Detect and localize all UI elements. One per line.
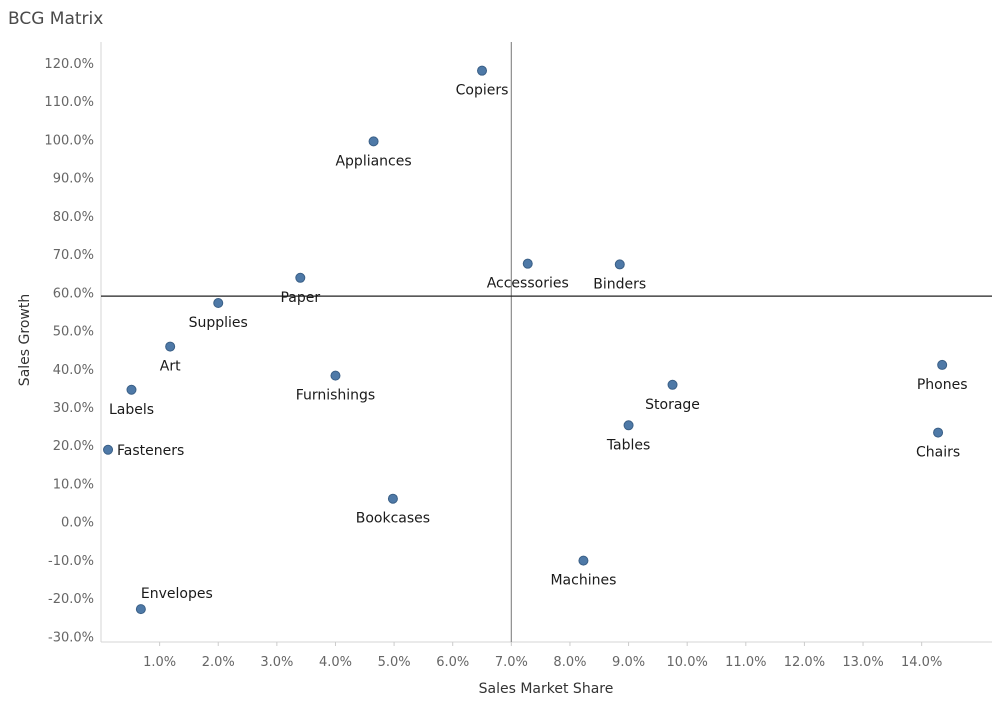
y-tick-label: -30.0%: [48, 630, 94, 645]
y-tick-label: -20.0%: [48, 592, 94, 607]
point-label: Furnishings: [296, 388, 376, 404]
point-label: Copiers: [456, 83, 509, 99]
axes: [100, 42, 992, 643]
y-tick-label: -10.0%: [48, 554, 94, 569]
x-tick-label: 5.0%: [378, 655, 411, 670]
y-tick-label: 30.0%: [53, 401, 94, 416]
y-tick-label: 90.0%: [53, 172, 94, 187]
point-label: Envelopes: [141, 586, 213, 602]
data-point[interactable]: [126, 384, 137, 395]
y-tick-label: 80.0%: [53, 210, 94, 225]
point-label: Phones: [917, 377, 968, 393]
y-tick-label: 100.0%: [44, 133, 94, 148]
data-point[interactable]: [933, 427, 944, 438]
tick-labels: 1.0% 2.0% 3.0% 4.0% 5.0% 6.0% 7.0% 8.0% 9.0% 10.0…: [44, 57, 942, 670]
point-label: Machines: [550, 573, 616, 589]
data-point[interactable]: [578, 555, 589, 566]
data-point[interactable]: [937, 359, 948, 370]
point-label: Fasteners: [117, 443, 184, 459]
y-tick-label: 60.0%: [53, 286, 94, 301]
x-tick-label: 11.0%: [725, 655, 766, 670]
x-tick-label: 10.0%: [667, 655, 708, 670]
reference-lines: [101, 42, 992, 642]
y-tick-label: 40.0%: [53, 363, 94, 378]
point-label: Binders: [593, 276, 646, 292]
x-tick-label: 6.0%: [436, 655, 469, 670]
data-point[interactable]: [213, 298, 224, 309]
point-label: Paper: [280, 290, 320, 306]
data-point[interactable]: [368, 136, 379, 147]
point-label: Appliances: [335, 153, 411, 169]
y-tick-label: 50.0%: [53, 325, 94, 340]
y-tick-label: 0.0%: [61, 516, 94, 531]
data-point[interactable]: [667, 379, 678, 390]
point-label: Chairs: [916, 445, 960, 461]
x-tick-label: 8.0%: [553, 655, 586, 670]
y-axis-title: Sales Growth: [17, 294, 33, 386]
x-axis-title: Sales Market Share: [479, 681, 614, 697]
data-point[interactable]: [614, 259, 625, 270]
point-label: Supplies: [189, 315, 248, 331]
data-point[interactable]: [135, 604, 146, 615]
point-label: Accessories: [487, 276, 569, 292]
data-point[interactable]: [295, 272, 306, 283]
data-point[interactable]: [522, 258, 533, 269]
x-tick-label: 3.0%: [260, 655, 293, 670]
y-tick-label: 70.0%: [53, 248, 94, 263]
data-point[interactable]: [387, 493, 398, 504]
point-label: Tables: [606, 437, 651, 453]
data-points: Copiers Appliances Accessories Binders Paper…: [103, 65, 968, 615]
x-tick-label: 2.0%: [202, 655, 235, 670]
point-label: Labels: [109, 402, 154, 418]
x-tick-label: 12.0%: [784, 655, 825, 670]
y-tick-label: 120.0%: [44, 57, 94, 72]
chart-title: BCG Matrix: [8, 9, 104, 29]
y-tick-label: 20.0%: [53, 439, 94, 454]
y-tick-label: 10.0%: [53, 477, 94, 492]
data-point[interactable]: [165, 341, 176, 352]
x-tick-label: 1.0%: [143, 655, 176, 670]
data-point[interactable]: [623, 420, 634, 431]
x-tick-label: 7.0%: [495, 655, 528, 670]
data-point[interactable]: [330, 370, 341, 381]
point-label: Bookcases: [356, 511, 430, 527]
x-tick-label: 14.0%: [901, 655, 942, 670]
x-tick-label: 4.0%: [319, 655, 352, 670]
y-tick-label: 110.0%: [44, 95, 94, 110]
x-tick-label: 9.0%: [612, 655, 645, 670]
data-point[interactable]: [103, 444, 114, 455]
x-tick-label: 13.0%: [842, 655, 883, 670]
data-point[interactable]: [477, 65, 488, 76]
point-label: Storage: [645, 397, 700, 413]
point-label: Art: [160, 359, 181, 375]
